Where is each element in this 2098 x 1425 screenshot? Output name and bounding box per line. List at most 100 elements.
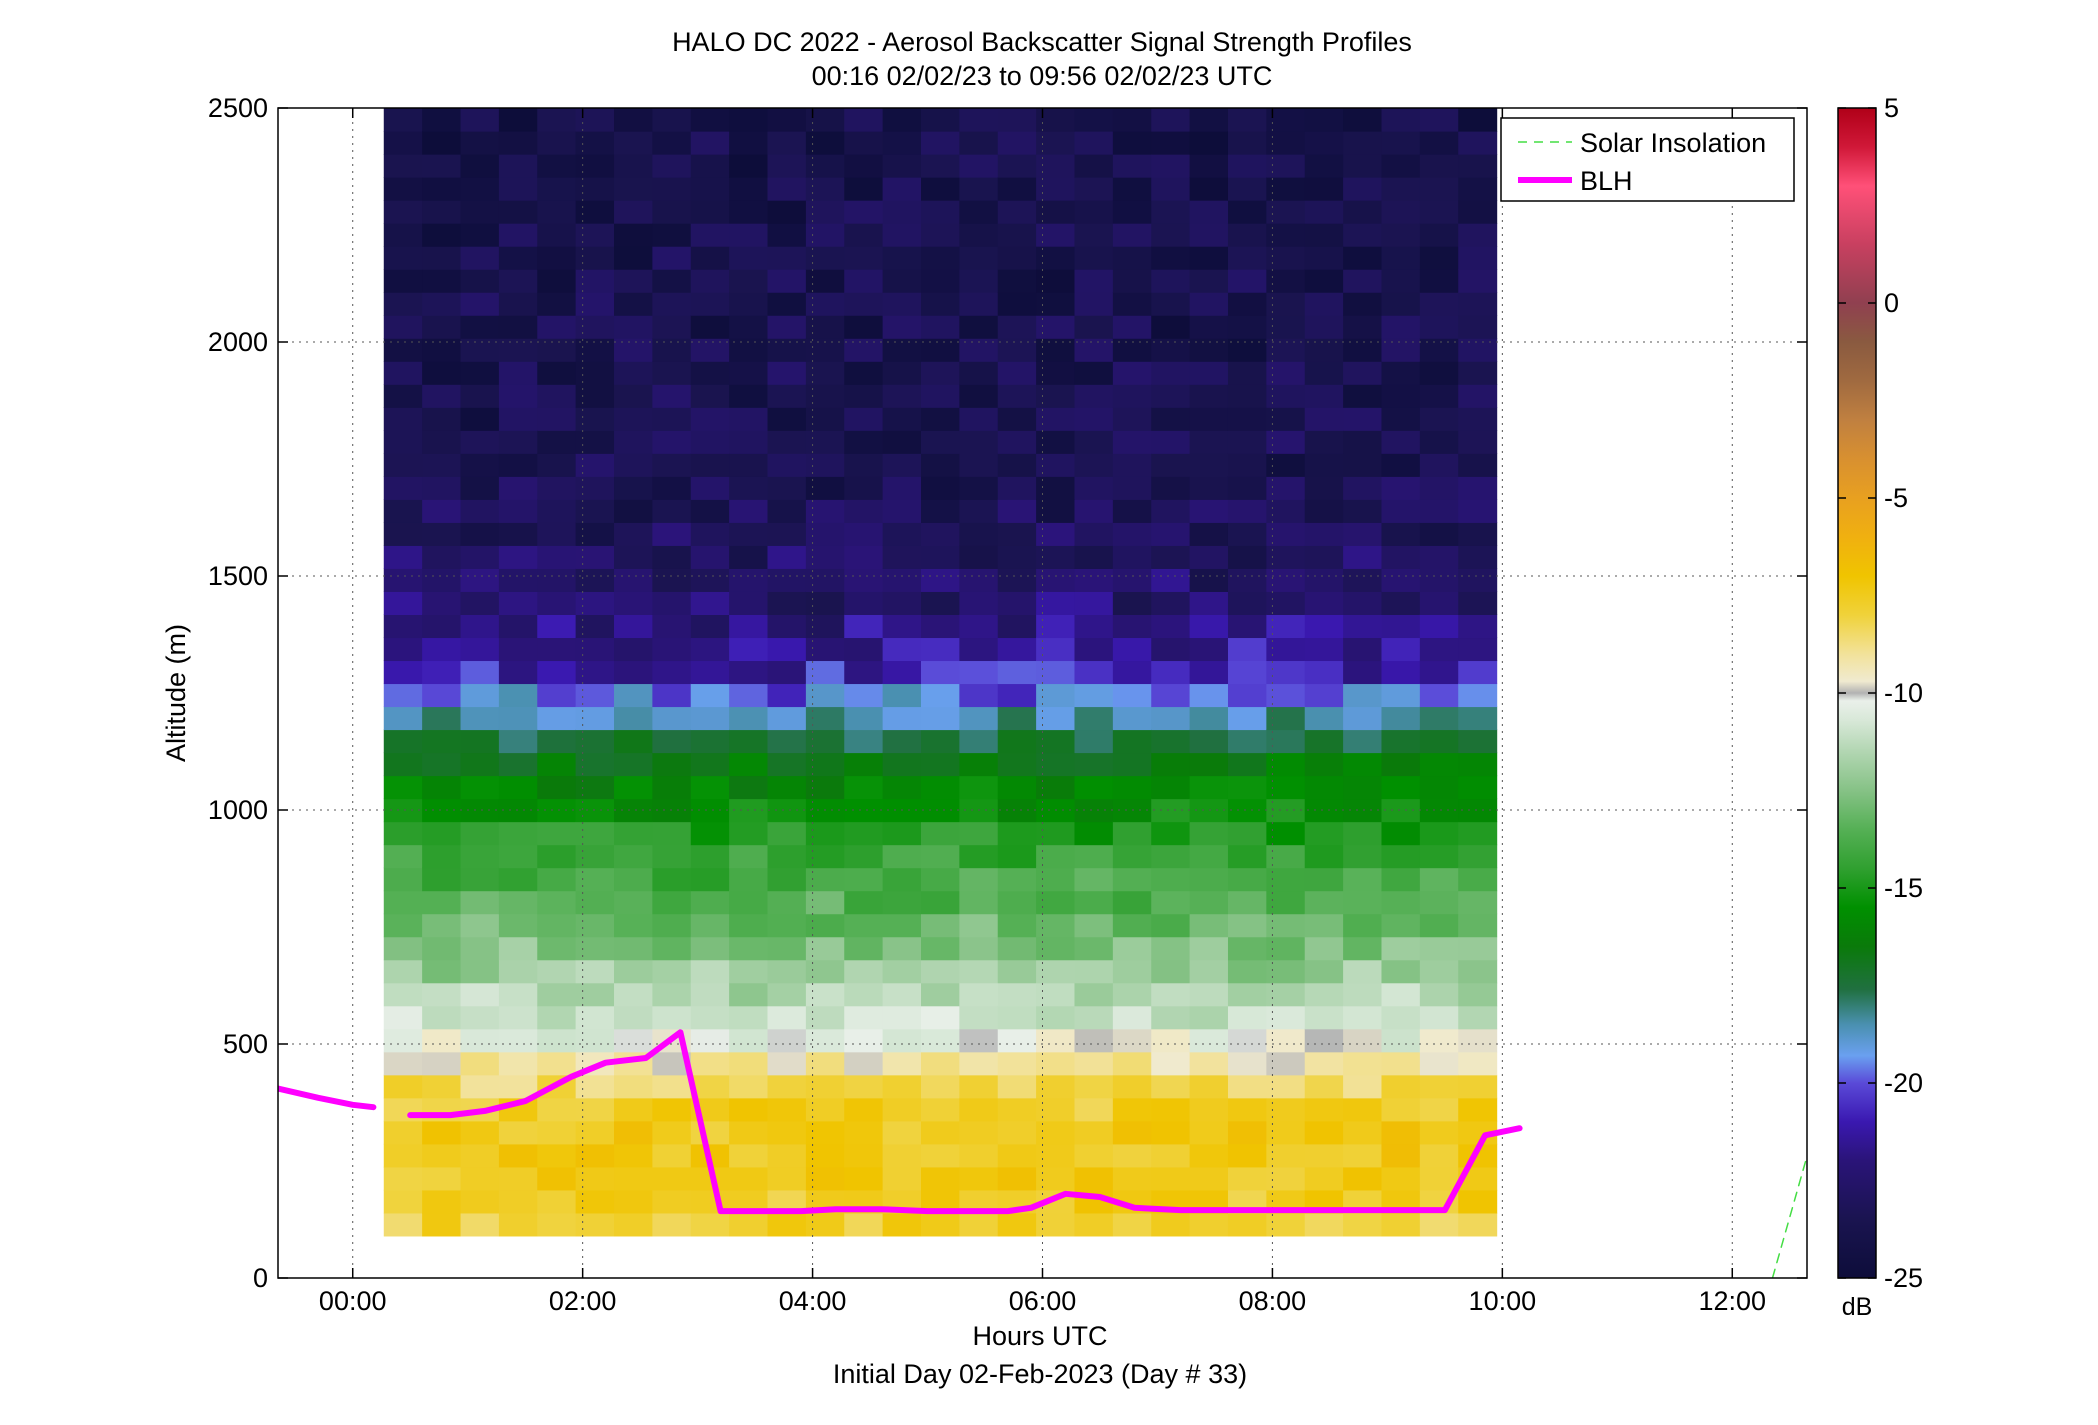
- colorbar-tick-label: -10: [1884, 678, 1923, 708]
- heatmap-cell: [614, 660, 653, 685]
- heatmap-cell: [1266, 936, 1306, 961]
- heatmap-cell: [498, 591, 538, 615]
- heatmap-cell: [1112, 108, 1152, 132]
- heatmap-cell: [1304, 154, 1344, 178]
- heatmap-cell: [729, 660, 769, 685]
- heatmap-cell: [1458, 177, 1498, 201]
- heatmap-cell: [1189, 499, 1229, 523]
- heatmap-cell: [537, 913, 577, 938]
- heatmap-cell: [959, 844, 999, 869]
- heatmap-cell: [614, 177, 653, 201]
- heatmap-cell: [1189, 1143, 1229, 1168]
- heatmap-cell: [1189, 177, 1229, 201]
- heatmap-cell: [1036, 223, 1076, 247]
- heatmap-cell: [422, 1074, 462, 1099]
- heatmap-cell: [921, 522, 960, 546]
- heatmap-cell: [1419, 890, 1459, 915]
- heatmap-cell: [422, 890, 462, 915]
- heatmap-cell: [767, 867, 807, 892]
- heatmap-cell: [805, 108, 845, 132]
- heatmap-cell: [997, 430, 1037, 454]
- heatmap-cell: [537, 706, 577, 731]
- heatmap-cell: [498, 453, 538, 477]
- heatmap-cell: [614, 384, 653, 408]
- heatmap-cell: [1381, 269, 1421, 293]
- heatmap-cell: [805, 1212, 845, 1237]
- heatmap-cell: [921, 798, 960, 823]
- heatmap-cell: [997, 775, 1037, 800]
- heatmap-cell: [844, 1051, 884, 1076]
- heatmap-cell: [422, 1120, 462, 1145]
- heatmap-cell: [1112, 844, 1152, 869]
- heatmap-cell: [1343, 361, 1383, 385]
- heatmap-cell: [1112, 1097, 1152, 1122]
- heatmap-cell: [805, 453, 845, 477]
- heatmap-cell: [805, 844, 845, 869]
- heatmap-cell: [1112, 1166, 1152, 1191]
- heatmap-cell: [383, 591, 423, 615]
- heatmap-cell: [767, 637, 807, 662]
- heatmap-cell: [1304, 292, 1344, 316]
- heatmap-cell: [383, 1120, 423, 1145]
- heatmap-cell: [959, 637, 999, 662]
- heatmap-cell: [997, 246, 1037, 270]
- heatmap-cell: [1343, 1166, 1383, 1191]
- heatmap-cell: [498, 545, 538, 569]
- heatmap-cell: [882, 913, 922, 938]
- heatmap-cell: [690, 246, 730, 270]
- heatmap-cell: [460, 453, 500, 477]
- heatmap-cell: [652, 522, 692, 546]
- heatmap-cell: [805, 384, 845, 408]
- heatmap-cell: [575, 430, 615, 454]
- heatmap-cell: [614, 246, 653, 270]
- heatmap-cell: [652, 614, 692, 639]
- heatmap-cell: [383, 1074, 423, 1099]
- heatmap-cell: [921, 614, 960, 639]
- heatmap-cell: [1381, 1143, 1421, 1168]
- heatmap-cell: [729, 867, 769, 892]
- heatmap-cell: [1151, 1143, 1191, 1168]
- heatmap-cell: [498, 614, 538, 639]
- heatmap-cell: [652, 1212, 692, 1237]
- heatmap-cell: [575, 660, 615, 685]
- heatmap-cell: [882, 1166, 922, 1191]
- heatmap-cell: [575, 568, 615, 592]
- heatmap-cell: [460, 269, 500, 293]
- heatmap-cell: [882, 775, 922, 800]
- heatmap-cell: [460, 154, 500, 178]
- heatmap-cell: [1419, 269, 1459, 293]
- heatmap-cell: [729, 821, 769, 846]
- heatmap-cell: [1074, 706, 1114, 731]
- heatmap-cell: [882, 131, 922, 155]
- heatmap-cell: [460, 568, 500, 592]
- heatmap-cell: [1304, 338, 1344, 362]
- heatmap-cell: [1036, 292, 1076, 316]
- heatmap-cell: [1036, 361, 1076, 385]
- heatmap-cell: [729, 223, 769, 247]
- heatmap-cell: [383, 384, 423, 408]
- heatmap-cell: [537, 959, 577, 984]
- heatmap-cell: [1343, 269, 1383, 293]
- heatmap-cell: [1112, 821, 1152, 846]
- heatmap-cell: [844, 752, 884, 777]
- heatmap-cell: [1074, 591, 1114, 615]
- heatmap-cell: [1304, 959, 1344, 984]
- heatmap-cell: [1151, 775, 1191, 800]
- heatmap-cell: [1112, 476, 1152, 500]
- heatmap-cell: [1189, 223, 1229, 247]
- heatmap-cell: [1227, 1074, 1267, 1099]
- heatmap-cell: [997, 384, 1037, 408]
- heatmap-cell: [1419, 453, 1459, 477]
- heatmap-cell: [575, 131, 615, 155]
- heatmap-cell: [921, 729, 960, 754]
- legend-box: [1500, 117, 1795, 202]
- heatmap-cell: [1381, 1166, 1421, 1191]
- heatmap-cell: [1112, 775, 1152, 800]
- heatmap-cell: [921, 660, 960, 685]
- heatmap-cell: [460, 683, 500, 708]
- heatmap-cell: [1266, 292, 1306, 316]
- heatmap-cell: [1266, 614, 1306, 639]
- heatmap-cell: [959, 1212, 999, 1237]
- heatmap-cell: [767, 407, 807, 431]
- series-layer: [278, 1029, 1807, 1278]
